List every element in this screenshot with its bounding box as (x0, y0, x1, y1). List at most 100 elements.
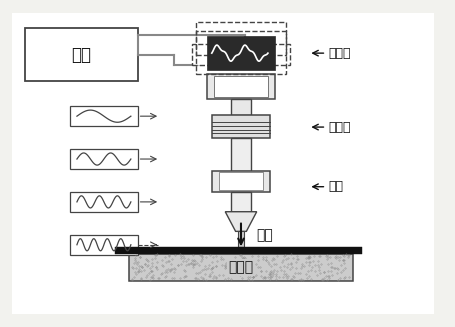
Point (146, 271, 153, 276)
Point (268, 274, 276, 279)
Point (248, 268, 255, 273)
Point (304, 254, 312, 259)
Point (340, 276, 347, 281)
Point (339, 258, 346, 263)
Point (148, 260, 155, 266)
Point (200, 266, 207, 271)
Point (244, 277, 252, 282)
Point (176, 251, 183, 257)
Point (209, 269, 216, 275)
Point (131, 260, 138, 266)
Point (258, 273, 265, 278)
Point (147, 269, 154, 274)
Point (275, 274, 283, 280)
Point (287, 260, 294, 266)
Point (181, 268, 188, 273)
Point (279, 274, 287, 279)
Point (204, 266, 212, 271)
Point (202, 278, 210, 283)
Point (269, 257, 276, 262)
Point (212, 263, 220, 268)
Point (285, 273, 292, 279)
Point (168, 267, 176, 272)
Point (199, 276, 206, 282)
Point (140, 268, 147, 273)
Point (182, 262, 190, 267)
Point (170, 269, 177, 274)
Point (141, 262, 148, 267)
Point (135, 268, 142, 274)
Point (157, 271, 165, 276)
Point (167, 267, 174, 273)
Point (320, 269, 328, 274)
Point (162, 260, 170, 265)
Point (134, 260, 142, 265)
Bar (196, 31, 286, 74)
Point (341, 257, 348, 263)
Point (336, 275, 344, 281)
Point (143, 257, 150, 262)
Point (148, 274, 155, 280)
Point (223, 265, 230, 270)
Point (193, 260, 201, 266)
Point (165, 258, 172, 264)
Point (241, 269, 248, 275)
Point (148, 275, 155, 280)
Point (307, 254, 314, 260)
Point (222, 260, 230, 266)
Point (136, 255, 143, 260)
Point (325, 273, 332, 279)
Point (168, 257, 176, 262)
Point (242, 258, 249, 263)
Point (250, 275, 257, 280)
Point (214, 258, 221, 264)
Point (243, 263, 250, 268)
Point (289, 273, 296, 279)
Point (239, 256, 247, 262)
Point (308, 265, 316, 270)
Point (149, 263, 156, 268)
Point (334, 277, 342, 283)
Point (311, 253, 318, 258)
Point (155, 275, 162, 280)
Point (314, 258, 322, 264)
Point (208, 265, 215, 270)
Point (328, 268, 335, 273)
Point (218, 263, 225, 268)
Point (187, 260, 194, 265)
Point (238, 275, 245, 280)
Point (251, 273, 258, 278)
Point (137, 264, 145, 269)
Point (181, 274, 188, 279)
Point (341, 275, 349, 280)
Point (192, 276, 199, 281)
Point (236, 269, 243, 274)
Point (337, 254, 344, 259)
Point (224, 276, 232, 281)
Point (334, 267, 341, 272)
Point (315, 265, 322, 270)
Point (132, 272, 140, 277)
Point (303, 271, 310, 277)
Point (324, 254, 332, 259)
Point (317, 271, 324, 276)
Point (132, 269, 139, 275)
Point (177, 256, 185, 261)
Point (222, 263, 229, 268)
Point (190, 258, 197, 263)
Point (197, 252, 205, 258)
Point (228, 277, 235, 282)
Bar (70, 149, 137, 169)
Point (293, 266, 300, 271)
Point (320, 275, 328, 281)
Point (208, 259, 216, 265)
Point (249, 275, 257, 280)
Point (266, 271, 273, 277)
Point (224, 258, 231, 263)
Point (288, 262, 295, 267)
Point (162, 269, 169, 275)
Point (267, 277, 274, 282)
Point (335, 258, 342, 263)
Point (199, 275, 206, 280)
Bar (238, 232, 244, 248)
